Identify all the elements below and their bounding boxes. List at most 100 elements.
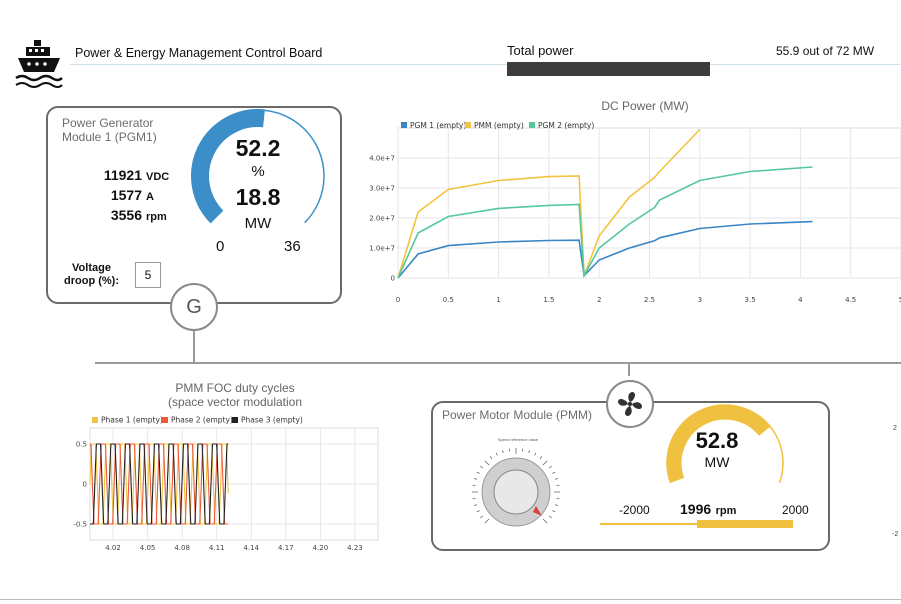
dc-chart-title: DC Power (MW) [601,99,689,113]
pmm-speed-unit: rpm [715,505,737,517]
foc-legend-swatch-2 [162,417,168,423]
knob-tick [534,452,537,456]
pmm-gauge [666,404,784,484]
foc-duty-cycle-chart: 0.5 0 -0.5 4.02 4.05 4.08 4.11 4.14 4.17 4.20 4.23… [73,416,379,552]
bus-line-horizontal [95,362,901,364]
foc-x-tick-label: 4.14 [243,544,259,552]
pgm1-panel [46,106,342,304]
voltage-droop-label-line1: Voltage [72,262,111,274]
knob-tick [548,465,552,469]
generator-node-label: G [186,295,202,318]
foc-legend-swatch-3 [232,417,238,423]
dc-legend-swatch-2 [465,122,471,128]
knob-tick [489,456,493,460]
pmm-speed-value: 1996 [680,501,712,517]
page-title: Power & Energy Management Control Board [75,46,323,60]
pgm1-title-line1: Power Generator [62,116,154,130]
dc-x-tick-label: 1 [496,296,500,304]
speed-knob-caption: Speed reference value [497,437,539,442]
foc-y-tick-label: 0.5 [76,441,87,449]
foc-x-tick-label: 4.02 [105,544,121,552]
foc-legend-swatch-1 [92,417,98,423]
knob-tick [552,471,556,474]
dc-series-line-1 [397,220,813,279]
pgm1-speed-value: 3556 [110,207,142,223]
pgm1-readings: 11921 VDC 1577 A 3556 rpm [78,167,178,223]
pgm1-gauge-power-unit: MW [244,215,272,232]
knob-tick [539,456,543,460]
dc-x-tick-label: 0.5 [443,296,454,304]
knob-tick [554,504,558,506]
dc-x-tick-label: 4 [798,296,803,304]
foc-y-tick-label: -0.5 [73,521,87,529]
pgm1-voltage-value: 11921 [103,167,142,183]
knob-tick [542,460,548,466]
foc-legend-label-3: Phase 3 (empty) [241,416,303,425]
fan-icon [618,392,642,416]
dc-y-tick-label: 0 [391,275,395,283]
pgm1-gauge [191,109,325,224]
foc-x-tick-label: 4.23 [347,544,363,552]
dc-x-tick-label: 2.5 [644,296,655,304]
pgm1-gauge-min: 0 [216,238,225,255]
foc-chart-title-line2: (space vector modulation [167,395,303,409]
voltage-droop-label-line2: droop (%): [64,275,119,287]
dc-y-tick-label: 1.0e+7 [369,245,395,253]
pgm1-current-value: 1577 [110,187,142,203]
speed-knob-icon[interactable] [455,442,577,542]
knob-tick [552,510,556,513]
pmm-speed-min: -2000 [619,503,650,517]
knob-tick [476,471,480,474]
foc-chart-title-line1: PMM FOC duty cycles [175,381,295,395]
total-power-bar [507,62,769,76]
knob-tick [542,518,548,524]
pgm1-gauge-percent: 52.2 [235,135,281,161]
dc-legend-swatch-3 [529,122,535,128]
edge-tick-bottom: -2 [892,531,899,538]
pgm1-gauge-max: 36 [284,238,301,255]
dc-legend-swatch-1 [401,122,407,128]
knob-tick [480,515,484,519]
knob-cap [493,469,539,515]
knob-tick [484,518,490,524]
bottom-divider [0,599,901,600]
knob-tick [484,460,490,466]
knob-tick [502,450,504,454]
pgm1-gauge-fill [191,109,265,224]
knob-indicator [533,506,542,516]
knob-tick [554,478,558,480]
foc-y-tick-label: 0 [83,481,87,489]
dc-x-tick-label: 1.5 [543,296,554,304]
bus-line-pmm [628,362,630,376]
dc-series-line-3 [397,166,813,279]
knob-tick [474,504,478,506]
foc-legend-label-2: Phase 2 (empty) [171,416,233,425]
total-power-value: 55.9 [776,44,800,58]
pgm1-current-unit: A [146,191,154,203]
foc-chart-title: PMM FOC duty cycles (space vector modula… [120,381,350,409]
foc-x-tick-label: 4.20 [313,544,329,552]
knob-tick [476,510,480,513]
knob-tick [480,465,484,469]
dc-y-tick-label: 3.0e+7 [369,185,395,193]
dc-x-tick-label: 0 [396,296,400,304]
pmm-gauge-power: 52.8 [695,428,739,453]
header-divider [70,64,900,65]
dc-legend-label-2: PMM (empty) [474,121,524,130]
knob-tick [495,452,498,456]
bus-line-pgm1 [193,328,195,363]
foc-x-tick-label: 4.17 [278,544,294,552]
voltage-droop-input[interactable]: 5 [135,262,161,288]
dc-x-tick-label: 4.5 [845,296,856,304]
voltage-droop-label: Voltage droop (%): [64,262,119,288]
dc-series-line-2 [397,128,701,279]
pgm1-title-line2: Module 1 (PGM1) [62,130,157,144]
dc-legend-label-3: PGM 2 (empty) [538,121,594,130]
generator-node-button[interactable]: G [170,283,218,331]
ship-logo [14,38,64,90]
dc-x-tick-label: 2 [597,296,601,304]
pmm-node-button[interactable] [606,380,654,428]
foc-series-line-3 [90,443,229,525]
pgm1-voltage-unit: VDC [146,171,170,183]
pgm1-speed-unit: rpm [146,211,167,223]
